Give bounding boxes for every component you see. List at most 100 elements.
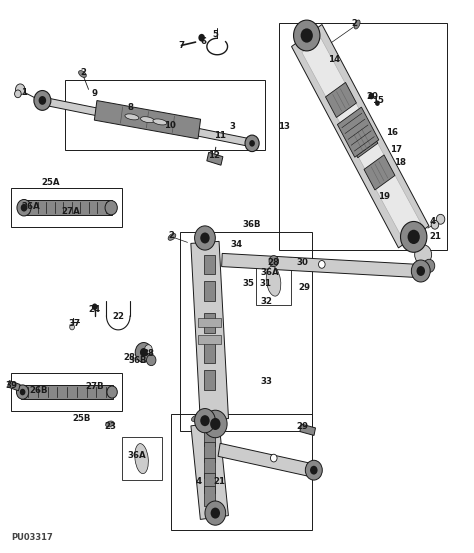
Circle shape xyxy=(210,418,220,430)
Text: 34: 34 xyxy=(231,240,243,249)
Text: 26A: 26A xyxy=(21,202,40,211)
Text: 20: 20 xyxy=(367,92,379,101)
Text: 36B: 36B xyxy=(129,356,147,364)
Text: 26B: 26B xyxy=(29,387,47,395)
Text: 21: 21 xyxy=(429,232,441,241)
Circle shape xyxy=(135,342,152,362)
Polygon shape xyxy=(204,254,215,274)
Text: 29: 29 xyxy=(296,421,308,431)
Text: 4: 4 xyxy=(195,477,201,486)
Circle shape xyxy=(293,20,320,51)
Polygon shape xyxy=(21,385,113,399)
Polygon shape xyxy=(337,107,379,157)
Polygon shape xyxy=(364,155,395,190)
Text: 39: 39 xyxy=(6,381,18,390)
Circle shape xyxy=(203,410,227,438)
Text: 5: 5 xyxy=(213,30,219,39)
Text: 24: 24 xyxy=(89,305,101,314)
Text: 16: 16 xyxy=(385,128,398,137)
Text: 27A: 27A xyxy=(62,207,81,216)
Circle shape xyxy=(17,200,31,216)
Circle shape xyxy=(21,204,27,212)
Polygon shape xyxy=(347,123,378,158)
Circle shape xyxy=(105,201,117,215)
Text: 7: 7 xyxy=(178,41,184,50)
Circle shape xyxy=(198,34,205,41)
Text: 19: 19 xyxy=(378,192,390,201)
Ellipse shape xyxy=(354,20,360,29)
Ellipse shape xyxy=(153,119,167,125)
Text: 25B: 25B xyxy=(73,414,91,423)
Text: 8: 8 xyxy=(128,102,134,112)
Text: 2: 2 xyxy=(352,19,358,28)
Circle shape xyxy=(401,222,427,252)
Circle shape xyxy=(269,255,278,267)
Circle shape xyxy=(107,386,117,398)
Circle shape xyxy=(38,96,46,105)
Text: 36A: 36A xyxy=(261,268,279,276)
Ellipse shape xyxy=(79,71,86,77)
Circle shape xyxy=(408,229,420,244)
Circle shape xyxy=(245,135,259,152)
Text: 37: 37 xyxy=(68,319,81,328)
Ellipse shape xyxy=(266,266,281,296)
Text: 1: 1 xyxy=(21,88,27,97)
Text: 2: 2 xyxy=(168,231,174,240)
Circle shape xyxy=(200,415,210,426)
Bar xyxy=(11,373,121,411)
Polygon shape xyxy=(94,101,201,139)
Circle shape xyxy=(249,140,255,147)
Circle shape xyxy=(305,460,322,480)
Ellipse shape xyxy=(140,117,155,123)
Polygon shape xyxy=(300,424,316,435)
Circle shape xyxy=(17,385,29,399)
Text: 29: 29 xyxy=(298,283,310,292)
Polygon shape xyxy=(204,486,215,506)
Polygon shape xyxy=(292,24,429,248)
Circle shape xyxy=(375,101,380,106)
Circle shape xyxy=(195,409,215,433)
Polygon shape xyxy=(204,442,215,462)
Polygon shape xyxy=(191,422,228,519)
Circle shape xyxy=(145,345,152,353)
Polygon shape xyxy=(39,97,254,147)
Circle shape xyxy=(146,354,156,366)
Text: 9: 9 xyxy=(91,89,98,98)
Circle shape xyxy=(411,260,430,282)
Ellipse shape xyxy=(125,114,139,120)
Text: 17: 17 xyxy=(390,145,402,154)
Polygon shape xyxy=(204,473,215,493)
Circle shape xyxy=(368,93,374,100)
Circle shape xyxy=(16,84,25,95)
Text: 30: 30 xyxy=(296,258,308,267)
Bar xyxy=(279,23,447,250)
Text: 36A: 36A xyxy=(128,451,146,460)
Circle shape xyxy=(195,226,215,250)
Text: 23: 23 xyxy=(105,421,117,431)
Polygon shape xyxy=(204,281,215,301)
Circle shape xyxy=(301,28,313,43)
Polygon shape xyxy=(218,444,312,477)
Text: 11: 11 xyxy=(214,131,226,139)
Circle shape xyxy=(200,232,210,243)
Text: 35: 35 xyxy=(243,279,255,288)
Polygon shape xyxy=(191,241,228,421)
Polygon shape xyxy=(198,336,221,344)
Polygon shape xyxy=(326,82,356,117)
Text: 25A: 25A xyxy=(42,179,60,187)
Bar xyxy=(171,414,312,530)
Circle shape xyxy=(417,266,425,276)
Text: 28: 28 xyxy=(124,353,136,362)
Text: 3: 3 xyxy=(229,122,235,132)
Polygon shape xyxy=(8,380,20,391)
Polygon shape xyxy=(204,343,215,363)
Bar xyxy=(11,189,121,227)
Circle shape xyxy=(431,221,438,229)
Polygon shape xyxy=(204,313,215,333)
Text: 31: 31 xyxy=(259,279,271,288)
Ellipse shape xyxy=(168,233,176,241)
Circle shape xyxy=(70,325,74,330)
Circle shape xyxy=(205,501,226,525)
Circle shape xyxy=(319,260,325,268)
Bar xyxy=(181,232,312,431)
